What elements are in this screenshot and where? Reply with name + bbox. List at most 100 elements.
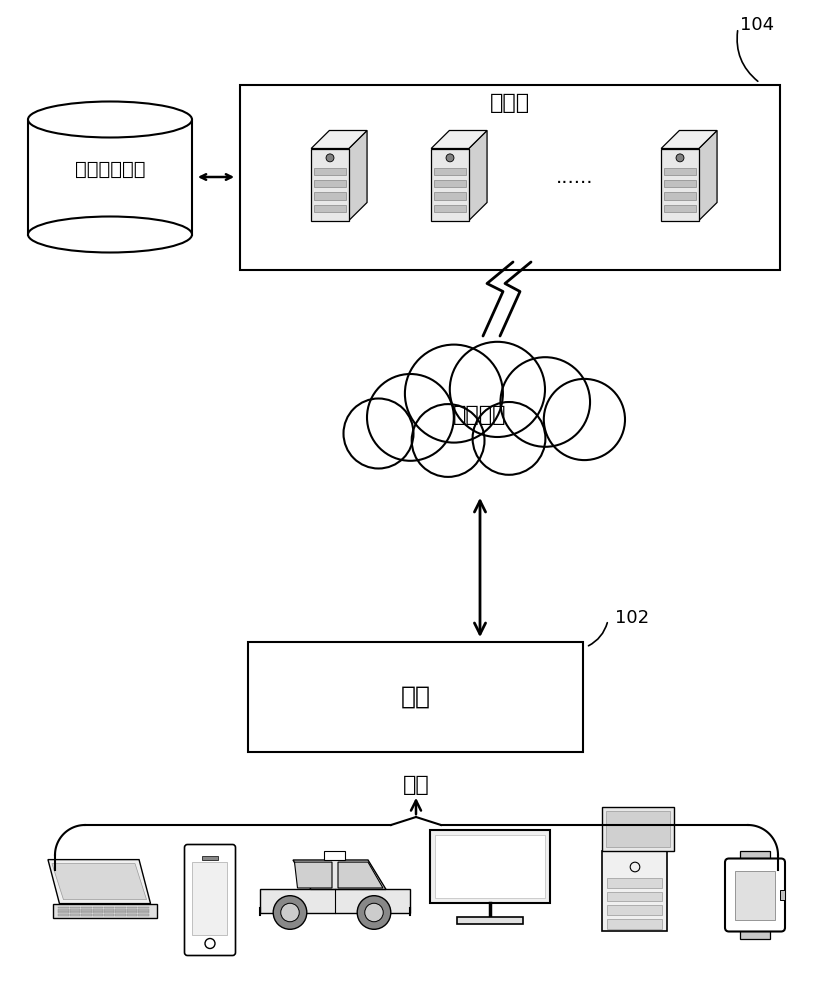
Polygon shape [312, 130, 367, 148]
Bar [457, 917, 523, 924]
Circle shape [326, 154, 334, 162]
Bar [240, 85, 780, 270]
Circle shape [676, 154, 684, 162]
Bar [92, 907, 103, 908]
Bar [81, 914, 92, 916]
Circle shape [472, 402, 546, 475]
Bar [430, 830, 550, 903]
Bar [115, 911, 126, 913]
Bar [28, 119, 192, 234]
Bar [115, 907, 126, 908]
Ellipse shape [28, 217, 192, 252]
Bar [248, 642, 583, 752]
Polygon shape [295, 862, 332, 888]
Bar [661, 148, 699, 221]
Bar [104, 914, 114, 916]
Circle shape [367, 374, 454, 461]
Bar [104, 909, 114, 911]
Polygon shape [469, 130, 487, 221]
Bar [92, 914, 103, 916]
FancyBboxPatch shape [184, 844, 236, 956]
Bar [104, 907, 114, 908]
Circle shape [544, 379, 625, 460]
Ellipse shape [28, 102, 192, 137]
Bar [138, 907, 148, 908]
FancyArrowPatch shape [588, 623, 607, 646]
Polygon shape [661, 130, 717, 148]
Bar [58, 907, 69, 908]
Bar [314, 205, 346, 212]
Bar [602, 807, 674, 851]
Bar [431, 148, 469, 221]
Text: 例如: 例如 [402, 775, 429, 795]
Bar [607, 892, 662, 901]
Text: ......: ...... [556, 168, 594, 187]
Bar [92, 909, 103, 911]
Bar [664, 192, 696, 200]
FancyArrowPatch shape [737, 31, 758, 81]
Bar [367, 404, 593, 448]
Bar [70, 907, 80, 908]
Bar [138, 911, 148, 913]
Bar [138, 909, 148, 911]
Text: 104: 104 [740, 16, 774, 34]
Bar [607, 878, 662, 888]
Polygon shape [293, 860, 386, 889]
Polygon shape [431, 130, 487, 148]
Bar [434, 205, 466, 212]
Text: 数据存储系统: 数据存储系统 [75, 159, 145, 178]
Bar [312, 148, 349, 221]
Bar [607, 919, 662, 929]
Polygon shape [349, 130, 367, 221]
Bar [115, 914, 126, 916]
Circle shape [412, 404, 485, 477]
Text: 102: 102 [615, 609, 649, 627]
Bar [58, 911, 69, 913]
Bar [70, 909, 80, 911]
Bar [606, 811, 670, 847]
Bar [70, 914, 80, 916]
Bar [192, 861, 227, 934]
Polygon shape [699, 130, 717, 221]
Bar [127, 909, 137, 911]
FancyBboxPatch shape [725, 858, 785, 932]
Bar [81, 907, 92, 908]
Bar [81, 911, 92, 913]
Bar [740, 851, 770, 865]
Circle shape [365, 903, 383, 922]
Bar [202, 856, 218, 859]
Bar [92, 911, 103, 913]
Circle shape [357, 896, 391, 929]
Bar [115, 909, 126, 911]
Text: 通信网络: 通信网络 [453, 405, 506, 425]
Bar [780, 890, 785, 900]
Polygon shape [260, 889, 410, 912]
Bar [434, 180, 466, 187]
Bar [434, 168, 466, 175]
Bar [104, 911, 114, 913]
Bar [325, 851, 346, 860]
Circle shape [343, 398, 413, 468]
Bar [70, 911, 80, 913]
Bar [53, 904, 157, 918]
Bar [314, 192, 346, 200]
Bar [314, 168, 346, 175]
Bar [602, 851, 667, 931]
Circle shape [501, 357, 590, 447]
Circle shape [450, 342, 545, 437]
Bar [435, 835, 545, 898]
Polygon shape [338, 862, 383, 888]
Bar [81, 909, 92, 911]
Bar [314, 180, 346, 187]
Circle shape [273, 896, 307, 929]
Polygon shape [52, 864, 147, 900]
Bar [434, 192, 466, 200]
Bar [735, 870, 775, 920]
Circle shape [446, 154, 454, 162]
Polygon shape [48, 860, 151, 904]
Bar [127, 914, 137, 916]
Bar [58, 914, 69, 916]
Circle shape [281, 903, 299, 922]
Bar [740, 925, 770, 939]
Bar [664, 205, 696, 212]
